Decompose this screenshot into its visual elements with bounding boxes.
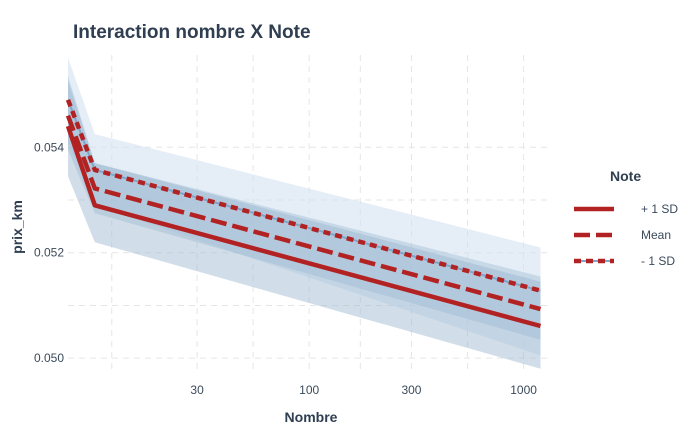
legend-items: + 1 SD Mean - 1 SD [572,199,678,271]
y-tick-label: 0.052 [34,246,64,260]
confidence-band [68,57,541,356]
y-axis-title: prix_km [9,200,25,254]
x-tick-label: 100 [299,383,319,397]
series-line [65,125,542,329]
x-tick-label: 30 [190,383,204,397]
series-line [65,98,542,293]
legend-key-background [572,225,616,245]
confidence-band [68,81,541,340]
x-tick-label: 1000 [510,383,537,397]
legend: Note + 1 SD Mean - 1 SD [572,168,678,271]
y-tick-label: 0.054 [34,140,64,154]
confidence-band [68,76,541,369]
series-line [65,114,542,312]
x-axis-title: Nombre [285,409,338,425]
confidence-bands [68,57,541,369]
legend-label: - 1 SD [641,254,675,268]
legend-label: + 1 SD [641,202,678,216]
y-tick-label: 0.050 [34,351,64,365]
legend-title: Note [610,168,641,184]
series-lines [65,98,542,329]
tick-labels: 30 100 300 1000 0.050 0.052 0.054 [34,140,537,397]
legend-label: Mean [641,228,671,242]
chart-title: Interaction nombre X Note [73,22,311,43]
x-tick-label: 300 [401,383,421,397]
